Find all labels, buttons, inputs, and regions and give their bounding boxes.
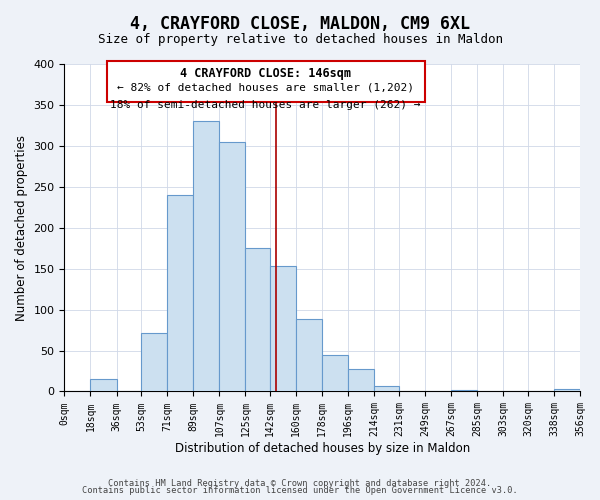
Text: 18% of semi-detached houses are larger (262) →: 18% of semi-detached houses are larger (… xyxy=(110,100,421,110)
Bar xyxy=(348,370,374,392)
Text: 4 CRAYFORD CLOSE: 146sqm: 4 CRAYFORD CLOSE: 146sqm xyxy=(180,66,351,80)
Bar xyxy=(141,332,167,392)
Bar xyxy=(374,386,399,392)
Y-axis label: Number of detached properties: Number of detached properties xyxy=(15,134,28,320)
Text: Contains public sector information licensed under the Open Government Licence v3: Contains public sector information licen… xyxy=(82,486,518,495)
X-axis label: Distribution of detached houses by size in Maldon: Distribution of detached houses by size … xyxy=(175,442,470,455)
Bar xyxy=(91,379,116,392)
Text: Contains HM Land Registry data © Crown copyright and database right 2024.: Contains HM Land Registry data © Crown c… xyxy=(109,478,491,488)
Text: 4, CRAYFORD CLOSE, MALDON, CM9 6XL: 4, CRAYFORD CLOSE, MALDON, CM9 6XL xyxy=(130,15,470,33)
Bar xyxy=(167,195,193,392)
Bar xyxy=(270,266,296,392)
Bar xyxy=(296,320,322,392)
Bar xyxy=(322,354,348,392)
Text: Size of property relative to detached houses in Maldon: Size of property relative to detached ho… xyxy=(97,32,503,46)
Bar xyxy=(451,390,477,392)
Bar xyxy=(193,122,220,392)
Bar xyxy=(245,248,270,392)
Text: ← 82% of detached houses are smaller (1,202): ← 82% of detached houses are smaller (1,… xyxy=(117,83,414,93)
Bar xyxy=(554,389,580,392)
Bar xyxy=(220,142,245,392)
